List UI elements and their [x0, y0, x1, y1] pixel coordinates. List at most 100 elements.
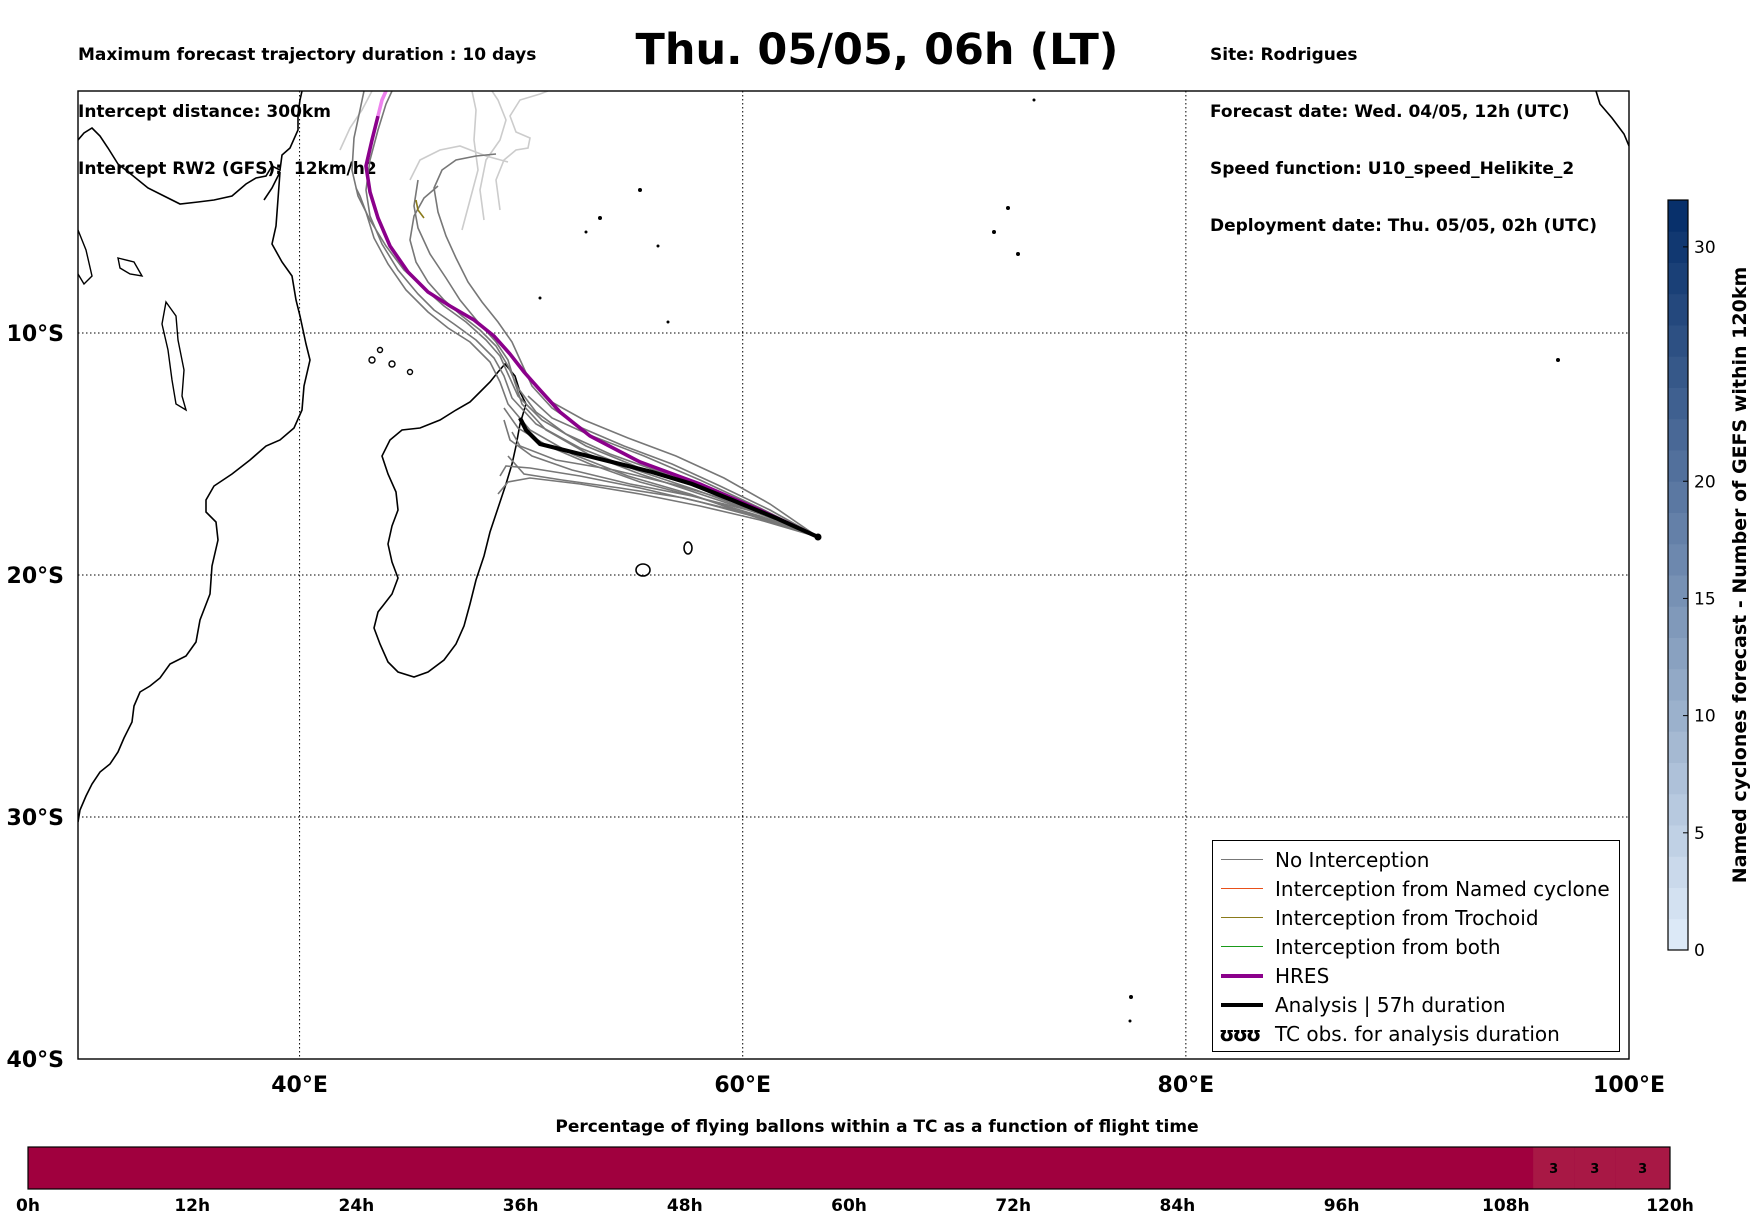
colorbar-step — [1668, 700, 1688, 732]
timebar-frame — [27, 1146, 1671, 1190]
island — [1032, 98, 1036, 102]
colorbar-step — [1668, 637, 1688, 670]
trajectory-ghost — [461, 91, 479, 231]
island — [538, 296, 542, 300]
island — [406, 368, 414, 376]
island — [1128, 1019, 1132, 1023]
island — [598, 216, 602, 220]
timebar-fill — [28, 1147, 1670, 1189]
island — [368, 356, 376, 364]
island — [1129, 995, 1133, 999]
colorbar-step — [1668, 418, 1688, 451]
legend-label: HRES — [1275, 964, 1330, 988]
trajectory-hres — [364, 115, 819, 539]
island-reunion — [635, 563, 651, 577]
colorbar-tick-label: 20 — [1694, 472, 1716, 492]
colorbar-step — [1668, 293, 1688, 326]
map-gridlines — [78, 91, 1629, 1059]
timebar-tick-label: 0h — [16, 1196, 40, 1216]
island-mauritius — [683, 541, 693, 555]
colorbar-step — [1668, 512, 1688, 545]
legend-swatch — [1221, 1003, 1263, 1007]
coastline-lake — [78, 229, 93, 286]
island — [1556, 358, 1560, 362]
trajectory-analysis — [518, 417, 819, 539]
colorbar-step — [1668, 825, 1688, 857]
lon-tick-label: 80°E — [1158, 1073, 1215, 1098]
lat-tick-label: 10°S — [7, 322, 64, 347]
cyclone-colorbar: 0 5 10 15 20 30 Named cyclones forecast - Numb… — [1667, 199, 1751, 961]
colorbar-step — [1668, 668, 1688, 701]
island — [388, 360, 396, 368]
colorbar-step — [1668, 731, 1688, 763]
lat-tick-label: 20°S — [7, 564, 64, 589]
timebar-segment — [1615, 1147, 1670, 1189]
colorbar-label: Named cyclones forecast - Number of GEFS… — [1729, 267, 1751, 884]
colorbar-step — [1668, 575, 1688, 607]
timebar-tick-label: 48h — [667, 1196, 703, 1216]
colorbar-step — [1668, 450, 1688, 482]
trajectory-no-interception — [355, 187, 819, 538]
island — [584, 230, 588, 234]
timebar-tick-label: 84h — [1160, 1196, 1196, 1216]
legend-label: Analysis | 57h duration — [1275, 993, 1506, 1017]
header-right-line: Forecast date: Wed. 04/05, 12h (UTC) — [1210, 102, 1570, 122]
colorbar-tick-label: 0 — [1694, 941, 1705, 961]
timebar-tick-label: 120h — [1646, 1196, 1694, 1216]
timebar-tick-label: 12h — [174, 1196, 210, 1216]
island — [666, 320, 670, 324]
legend-swatch — [1221, 946, 1263, 947]
trajectory-no-interception — [507, 455, 819, 538]
trajectory-no-interception — [503, 419, 819, 538]
trajectory-no-interception — [499, 465, 819, 538]
legend-item-trochoid: Interception from Trochoid — [1213, 905, 1619, 931]
island — [638, 188, 642, 192]
legend-swatch — [1221, 888, 1263, 889]
island — [992, 230, 996, 234]
header-right-line: Deployment date: Thu. 05/05, 02h (UTC) — [1210, 216, 1597, 236]
colorbar-step — [1668, 918, 1688, 951]
legend-label: No Interception — [1275, 848, 1430, 872]
coastline-lake — [117, 257, 144, 277]
map-title: Thu. 05/05, 06h (LT) — [635, 25, 1119, 75]
timebar-tick-label: 72h — [995, 1196, 1031, 1216]
timebar-segment-value: 3 — [1590, 1162, 1599, 1177]
legend-label: TC obs. for analysis duration — [1275, 1022, 1560, 1046]
colorbar-step — [1668, 856, 1688, 888]
trajectory-no-interception — [433, 153, 819, 538]
legend-item-both: Interception from both — [1213, 934, 1619, 960]
timebar-tick-label: 60h — [831, 1196, 867, 1216]
legend-item-named-cyclone: Interception from Named cyclone — [1213, 876, 1619, 902]
legend-item-analysis: Analysis | 57h duration — [1213, 992, 1619, 1018]
legend-label: Interception from both — [1275, 935, 1501, 959]
trajectory-ghost — [409, 145, 509, 181]
legend-swatch — [1221, 974, 1263, 978]
latitude-tick-labels: 10°S 20°S 30°S 40°S — [7, 322, 64, 1073]
trajectory-trochoid — [415, 199, 425, 219]
legend-label: Interception from Trochoid — [1275, 906, 1539, 930]
colorbar-step — [1668, 231, 1688, 263]
tc-symbol-icon: ʊʊʊ — [1219, 1022, 1261, 1046]
colorbar-step — [1668, 356, 1688, 388]
header-right-line: Speed function: U10_speed_Helikite_2 — [1210, 159, 1575, 179]
colorbar-tick-label: 15 — [1694, 589, 1716, 609]
island — [376, 346, 384, 354]
island — [656, 244, 660, 248]
colorbar-step — [1668, 325, 1688, 357]
legend-swatch — [1221, 917, 1263, 918]
timebar-segment-value: 3 — [1549, 1162, 1558, 1177]
colorbar-tick-label: 5 — [1694, 824, 1705, 844]
colorbar-step — [1668, 387, 1688, 420]
island — [1016, 252, 1020, 256]
timebar-title: Percentage of flying ballons within a TC… — [555, 1117, 1199, 1137]
trajectory-ghost — [495, 91, 549, 211]
lon-tick-label: 100°E — [1593, 1073, 1665, 1098]
trajectory-hres-start — [376, 91, 388, 117]
colorbar-frame — [1667, 199, 1689, 951]
timebar-tick-label: 108h — [1482, 1196, 1530, 1216]
colorbar-tick-label: 30 — [1694, 238, 1716, 258]
legend-swatch — [1221, 859, 1263, 860]
colorbar-step — [1668, 262, 1688, 295]
trajectory-no-interception — [527, 395, 819, 538]
